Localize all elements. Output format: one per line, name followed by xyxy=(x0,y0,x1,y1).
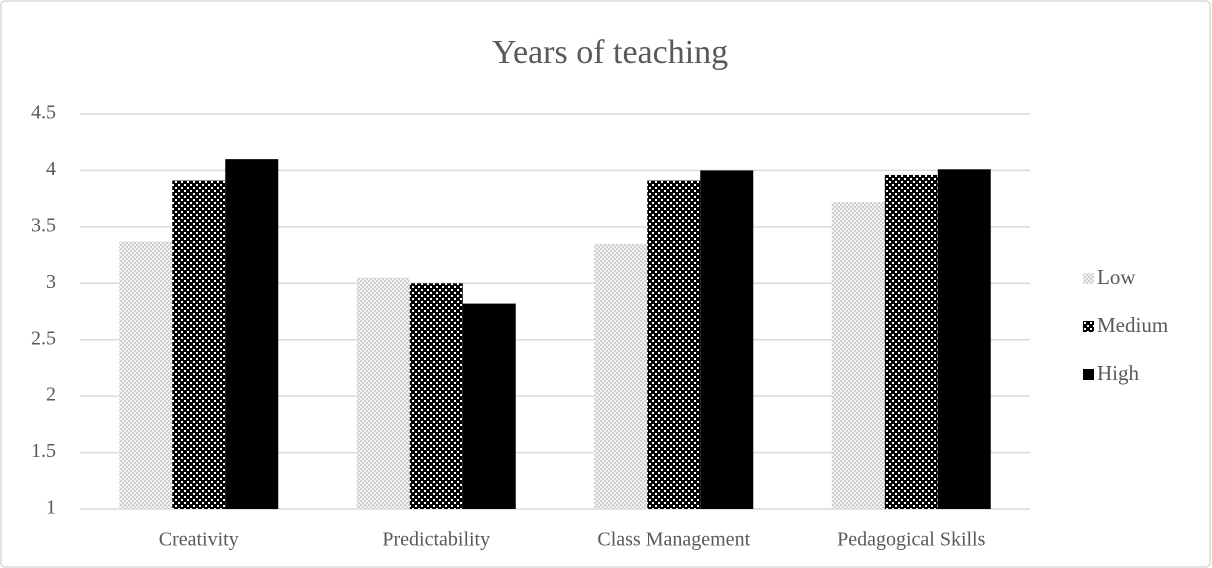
x-tick-label: Creativity xyxy=(159,529,239,551)
bar xyxy=(937,169,991,510)
legend-label: Medium xyxy=(1097,313,1168,337)
bar xyxy=(119,241,173,509)
x-tick-label: Class Management xyxy=(597,529,750,551)
legend-label: Low xyxy=(1097,265,1136,289)
legend-swatch xyxy=(1083,369,1094,380)
bar xyxy=(884,174,938,509)
y-tick-label: 1.5 xyxy=(31,440,56,462)
legend-swatch xyxy=(1083,321,1094,332)
bar xyxy=(356,277,410,509)
y-tick-label: 4 xyxy=(46,158,56,180)
y-tick-label: 2.5 xyxy=(31,327,56,349)
bar xyxy=(225,159,279,509)
x-tick-label: Predictability xyxy=(382,529,490,551)
legend-label: High xyxy=(1097,361,1140,385)
bar xyxy=(409,283,463,509)
y-tick-label: 2 xyxy=(46,384,56,406)
bar xyxy=(594,243,648,510)
bar xyxy=(462,303,516,509)
y-tick-label: 3 xyxy=(46,271,56,293)
bar xyxy=(172,180,226,510)
bar xyxy=(647,180,701,510)
bar xyxy=(831,202,885,509)
x-tick-label: Pedagogical Skills xyxy=(837,529,986,551)
y-tick-label: 1 xyxy=(46,497,56,519)
legend-swatch xyxy=(1083,273,1094,284)
y-tick-label: 3.5 xyxy=(31,214,56,236)
chart-title: Years of teaching xyxy=(492,34,728,71)
bar xyxy=(700,170,754,509)
y-tick-label: 4.5 xyxy=(31,102,56,124)
